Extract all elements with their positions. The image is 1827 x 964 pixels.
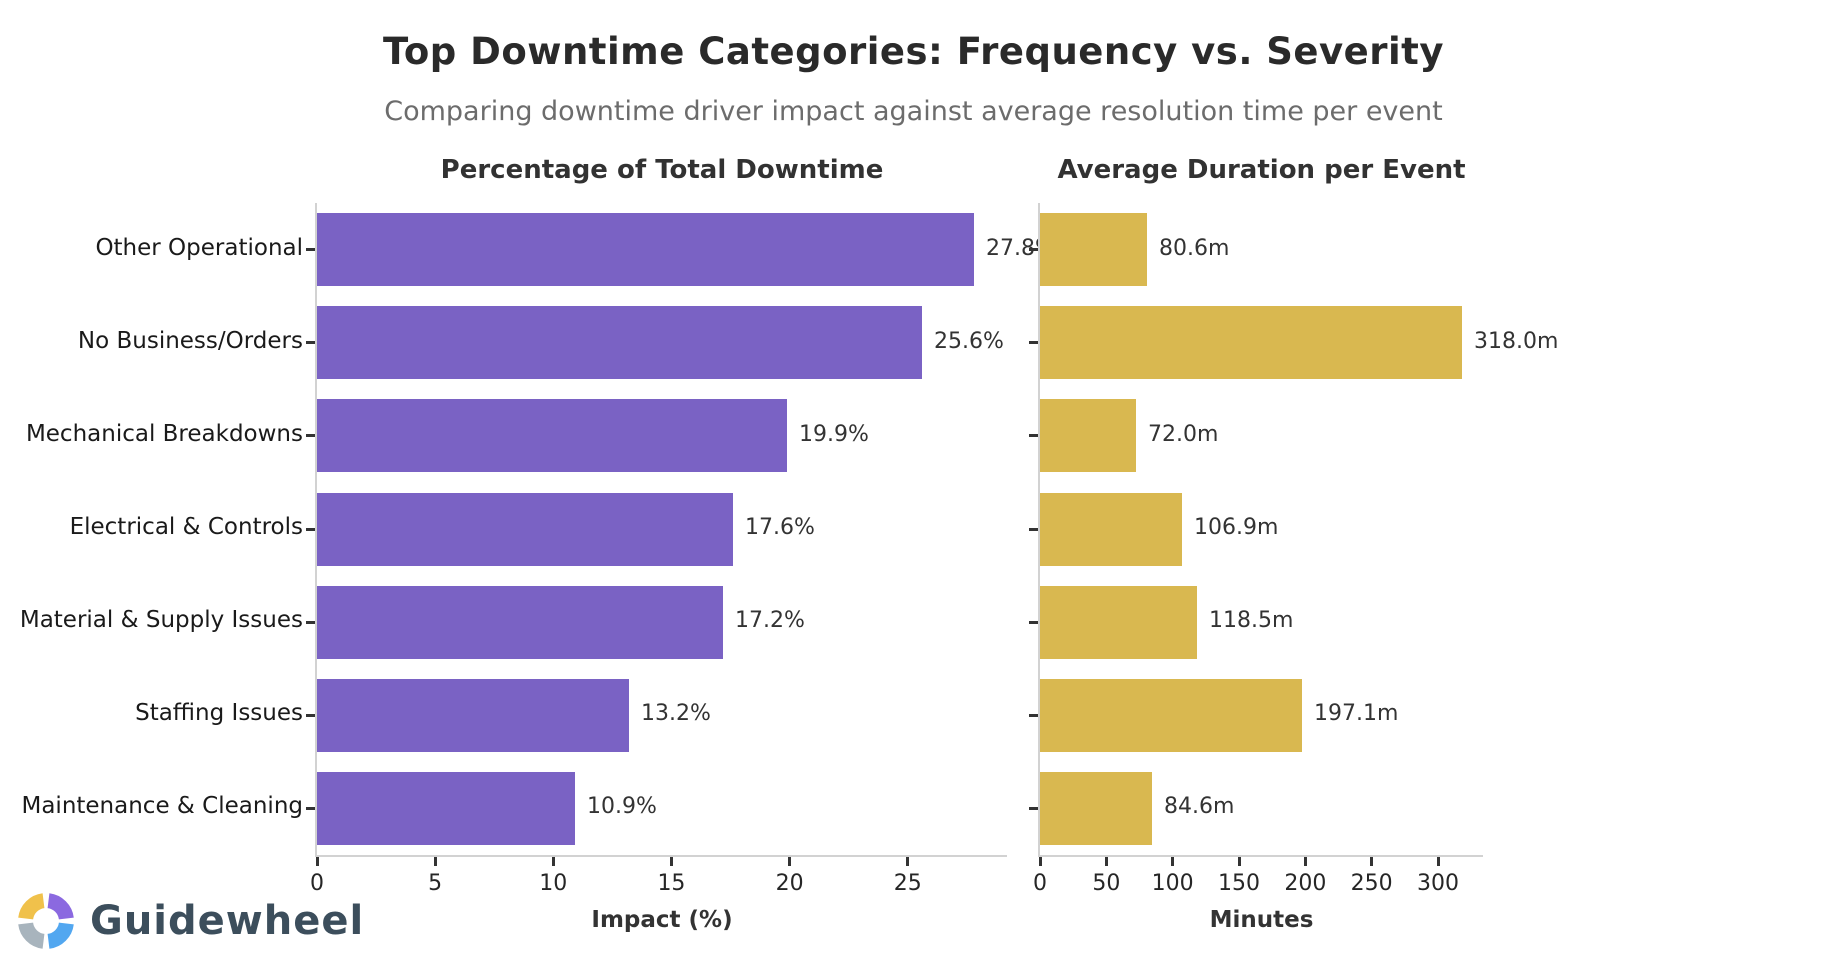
y-tick (306, 527, 315, 531)
value-label: 106.9m (1194, 515, 1279, 540)
bar-other-operational (1040, 213, 1147, 287)
x-tick (315, 857, 319, 866)
value-label: 80.6m (1159, 235, 1230, 261)
bar-chart-impact: Percentage of Total Downtime Other Operat… (20, 155, 1056, 933)
plot-title: Percentage of Total Downtime (440, 155, 884, 185)
x-axis-label: Minutes (1209, 907, 1314, 933)
bar-staffing-issues (317, 678, 629, 752)
x-tick-label: 50 (1092, 871, 1121, 896)
bar-maintenance-cleaning (317, 771, 575, 845)
x-tick-label: 200 (1284, 871, 1327, 896)
bar-other-operational (317, 213, 974, 287)
category-label: Maintenance & Cleaning (21, 793, 303, 820)
y-tick (1029, 620, 1038, 624)
category-label: No Business/Orders (77, 327, 303, 354)
x-tick-label: 100 (1151, 871, 1194, 896)
plot-title: Average Duration per Event (1057, 155, 1466, 185)
value-label: 10.9% (587, 794, 657, 820)
x-tick-label: 20 (775, 871, 804, 896)
chart-main-title: Top Downtime Categories: Frequency vs. S… (383, 30, 1444, 73)
x-tick-label: 5 (428, 871, 443, 896)
category-label: Other Operational (95, 234, 303, 261)
x-tick-label: 0 (310, 871, 324, 896)
value-label: 13.2% (641, 701, 711, 727)
value-label: 118.5m (1209, 608, 1294, 634)
bar-electrical-controls (317, 492, 733, 566)
category-label: Staffing Issues (135, 700, 303, 727)
bar-no-business-orders (1040, 306, 1462, 380)
y-tick (306, 713, 315, 717)
bar-staffing-issues (1040, 678, 1302, 752)
category-label: Mechanical Breakdowns (25, 420, 303, 447)
x-tick-label: 10 (539, 871, 568, 896)
x-tick (1370, 857, 1374, 866)
y-tick (1029, 713, 1038, 717)
guidewheel-wheel-icon (18, 893, 74, 949)
bar-chart-duration: Average Duration per Event 80.6m 318.0m 72.… (1029, 155, 1558, 933)
x-tick (1171, 857, 1175, 866)
y-tick (1029, 527, 1038, 531)
bar-maintenance-cleaning (1040, 771, 1152, 845)
x-tick-label: 300 (1417, 871, 1460, 896)
y-tick (1029, 248, 1038, 252)
x-tick-label: 150 (1218, 871, 1260, 896)
x-tick-label: 0 (1033, 871, 1047, 896)
bar-no-business-orders (317, 306, 922, 380)
bar-material-supply-issues (1040, 585, 1197, 659)
x-tick (1436, 857, 1440, 866)
x-tick-label: 250 (1350, 871, 1393, 896)
x-tick (1104, 857, 1108, 866)
bar-material-supply-issues (317, 585, 723, 659)
x-tick (906, 857, 910, 866)
value-label: 25.6% (934, 328, 1004, 354)
y-tick (306, 806, 315, 810)
bar-mechanical-breakdowns (317, 399, 787, 473)
bar-mechanical-breakdowns (1040, 399, 1136, 473)
x-tick (1237, 857, 1241, 866)
x-axis-spine (315, 855, 1007, 857)
x-tick (788, 857, 792, 866)
x-tick (669, 857, 673, 866)
value-label: 318.0m (1474, 328, 1559, 354)
value-label: 17.6% (745, 515, 815, 540)
y-tick (1029, 806, 1038, 810)
x-tick (1038, 857, 1042, 866)
y-axis-spine (1038, 203, 1040, 857)
x-tick (433, 857, 437, 866)
value-label: 197.1m (1314, 701, 1399, 727)
y-tick (1029, 341, 1038, 345)
y-tick (306, 620, 315, 624)
category-label: Material & Supply Issues (19, 607, 303, 634)
bar-electrical-controls (1040, 492, 1182, 566)
category-label: Electrical & Controls (69, 514, 303, 540)
x-tick (1303, 857, 1307, 866)
y-axis-spine (315, 203, 317, 857)
x-tick-label: 25 (893, 871, 922, 896)
x-tick-label: 15 (657, 871, 686, 896)
value-label: 84.6m (1164, 794, 1235, 820)
y-tick (306, 248, 315, 252)
y-tick (306, 434, 315, 438)
y-tick (1029, 434, 1038, 438)
chart-subtitle: Comparing downtime driver impact against… (384, 96, 1443, 127)
value-label: 17.2% (735, 608, 805, 634)
x-axis-label: Impact (%) (591, 907, 733, 933)
value-label: 19.9% (799, 421, 869, 447)
guidewheel-logo-text: Guidewheel (90, 898, 365, 944)
x-tick (551, 857, 555, 866)
y-tick (306, 341, 315, 345)
guidewheel-logo: Guidewheel (18, 893, 364, 949)
value-label: 72.0m (1148, 421, 1219, 447)
x-axis-spine (1038, 855, 1483, 857)
